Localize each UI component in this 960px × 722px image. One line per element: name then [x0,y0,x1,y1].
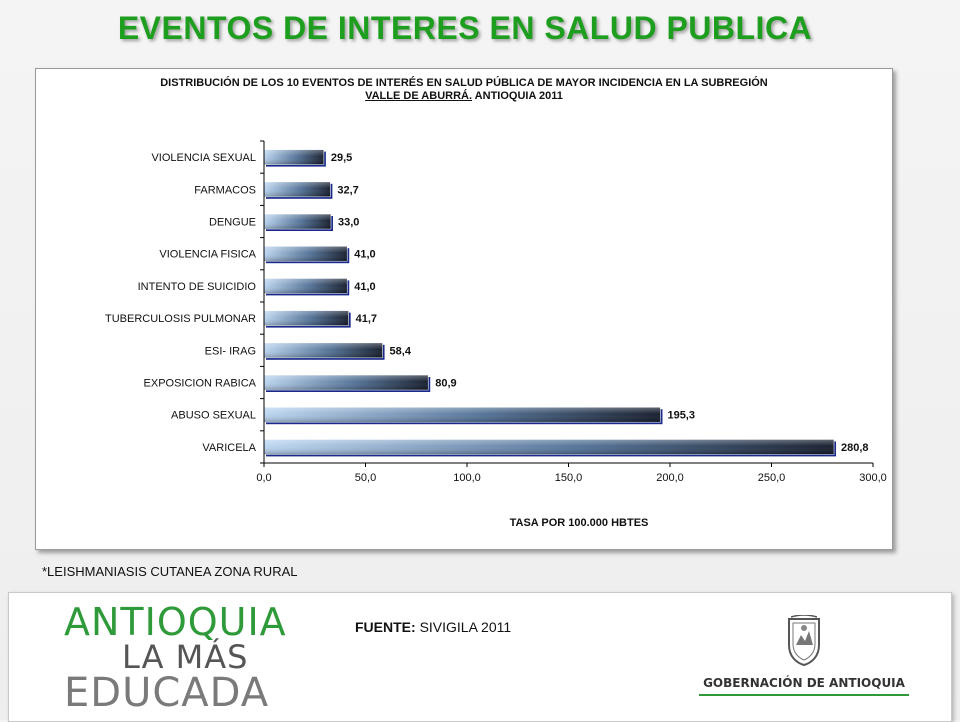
bar-chart: 29,5 32,7 33,0 41,0 41,0 41,7 58,4 80,9 195,3 280… [105,140,887,484]
category-label: TUBERCULOSIS PULMONAR [105,313,256,325]
data-label: 80,9 [435,378,456,390]
x-axis-label: TASA POR 100.000 HBTES [509,517,649,529]
x-tick-label: 200,0 [656,472,684,484]
bar-shine [264,246,348,262]
data-label: 33,0 [338,217,359,229]
x-tick-label: 150,0 [555,472,583,484]
antioquia-educada-logo: ANTIOQUIA LA MÁS EDUCADA [64,603,287,713]
data-label: 32,7 [337,184,358,196]
footer-panel: ANTIOQUIA LA MÁS EDUCADA FUENTE: SIVIGIL… [8,592,952,722]
category-label: VIOLENCIA SEXUAL [151,152,256,164]
data-label: 41,0 [354,281,375,293]
gobernacion-text: GOBERNACIÓN DE ANTIOQUIA [703,676,905,690]
bar-shine [264,278,348,294]
coat-of-arms-icon [788,614,820,667]
x-tick-label: 100,0 [453,472,481,484]
bar-shine [264,407,661,423]
logo-line-3: EDUCADA [64,670,270,716]
bar-shine [264,439,835,455]
data-label: 58,4 [390,345,412,357]
category-label: INTENTO DE SUICIDIO [138,281,257,293]
logo-line-1: ANTIOQUIA [64,600,287,644]
category-label: ESI- IRAG [205,345,256,357]
category-label: FARMACOS [194,184,256,196]
chart-title-highlight: VALLE DE ABURRÁ. [365,90,473,102]
slide-title: EVENTOS DE INTERES EN SALUD PUBLICA [117,10,813,46]
bar-shine [264,375,429,390]
chart-title-line1: DISTRIBUCIÓN DE LOS 10 EVENTOS DE INTERÉ… [160,77,768,89]
bar-shine [264,181,331,197]
data-label: 41,0 [354,249,375,261]
data-label: 195,3 [667,410,695,422]
source-note: FUENTE: SIVIGILA 2011 [355,619,511,635]
category-label: EXPOSICION RABICA [144,378,257,390]
category-label: ABUSO SEXUAL [171,410,256,422]
bar-shine [264,342,383,358]
gobernacion-logo: GOBERNACIÓN DE ANTIOQUIA [699,614,909,696]
gobernacion-underline [699,694,909,696]
chart-title: DISTRIBUCIÓN DE LOS 10 EVENTOS DE INTERÉ… [36,77,892,103]
footnote: *LEISHMANIASIS CUTANEA ZONA RURAL [42,564,298,579]
x-tick-label: 250,0 [758,472,786,484]
category-label: DENGUE [209,217,256,229]
data-label: 29,5 [331,152,352,164]
x-tick-label: 0,0 [256,472,271,484]
category-label: VARICELA [202,442,256,454]
logo-line-2: LA MÁS [122,638,249,676]
x-tick-label: 50,0 [355,472,376,484]
x-tick-label: 300,0 [859,472,887,484]
bar-shine [264,214,331,229]
category-label: VIOLENCIA FISICA [159,249,256,261]
data-label: 280,8 [841,442,869,454]
data-label: 41,7 [356,313,377,325]
chart-panel: DISTRIBUCIÓN DE LOS 10 EVENTOS DE INTERÉ… [35,68,893,550]
chart-title-line2: ANTIOQUIA 2011 [472,90,563,102]
bar-shine [264,310,349,326]
source-value: SIVIGILA 2011 [419,619,512,635]
source-label: FUENTE: [355,619,416,635]
bar-shine [264,149,324,165]
